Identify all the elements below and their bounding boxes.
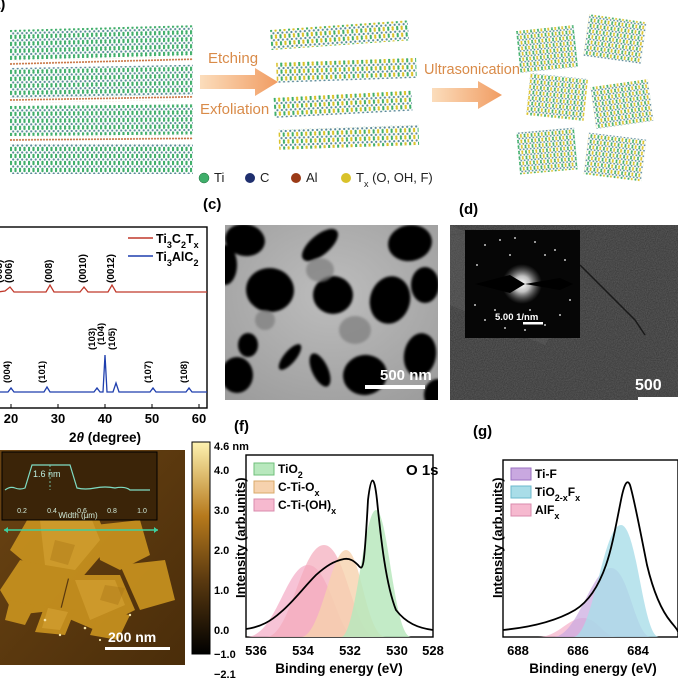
svg-text:5.00 1/nm: 5.00 1/nm <box>495 312 538 323</box>
svg-text:Ultrasonication: Ultrasonication <box>424 62 520 78</box>
svg-text:Ti-F: Ti-F <box>535 467 557 481</box>
svg-text:−2.1: −2.1 <box>214 669 236 679</box>
svg-text:(101): (101) <box>37 361 48 383</box>
svg-text:4.6 nm: 4.6 nm <box>214 441 249 453</box>
svg-text:1.0: 1.0 <box>137 508 147 515</box>
svg-text:60: 60 <box>192 411 206 426</box>
svg-text:(107): (107) <box>143 361 154 383</box>
svg-text:528: 528 <box>422 643 444 658</box>
svg-text:3.0: 3.0 <box>214 505 229 517</box>
svg-text:1.6 nm: 1.6 nm <box>33 469 61 479</box>
svg-text:(006): (006) <box>4 260 15 283</box>
svg-text:0.0: 0.0 <box>214 625 229 637</box>
svg-text:−1.0: −1.0 <box>214 649 236 661</box>
svg-text:(108): (108) <box>179 361 190 383</box>
svg-text:C: C <box>260 170 269 185</box>
svg-text:2.0: 2.0 <box>214 545 229 557</box>
svg-text:Binding energy (eV): Binding energy (eV) <box>529 661 657 676</box>
svg-text:Ti: Ti <box>214 170 224 185</box>
svg-text:Tx (O, OH, F): Tx (O, OH, F) <box>356 170 433 189</box>
svg-text:688: 688 <box>507 643 529 658</box>
svg-text:40: 40 <box>98 411 112 426</box>
svg-text:(004): (004) <box>2 361 13 383</box>
svg-text:30: 30 <box>51 411 65 426</box>
svg-text:4.0: 4.0 <box>214 465 229 477</box>
svg-text:0.2: 0.2 <box>17 508 27 515</box>
svg-text:532: 532 <box>339 643 361 658</box>
svg-text:(0012): (0012) <box>106 254 117 283</box>
svg-text:530: 530 <box>386 643 408 658</box>
svg-text:(105): (105) <box>107 328 118 350</box>
svg-text:536: 536 <box>245 643 267 658</box>
svg-text:Exfoliation: Exfoliation <box>200 101 269 118</box>
svg-text:500: 500 <box>635 377 662 394</box>
svg-text:684: 684 <box>627 643 649 658</box>
svg-text:0.8: 0.8 <box>107 508 117 515</box>
svg-text:Binding energy (eV): Binding energy (eV) <box>275 661 403 676</box>
svg-text:O 1s: O 1s <box>406 462 439 479</box>
svg-text:50: 50 <box>145 411 159 426</box>
svg-text:500 nm: 500 nm <box>380 367 432 384</box>
svg-text:20: 20 <box>4 411 18 426</box>
svg-text:Al: Al <box>306 170 318 185</box>
svg-text:534: 534 <box>292 643 314 658</box>
svg-text:Width (µm): Width (µm) <box>58 511 98 520</box>
svg-text:686: 686 <box>567 643 589 658</box>
svg-text:(008): (008) <box>44 260 55 283</box>
svg-text:Etching: Etching <box>208 50 258 67</box>
svg-text:0.4: 0.4 <box>47 508 57 515</box>
svg-text:2θ (degree): 2θ (degree) <box>69 430 141 445</box>
svg-text:(0010): (0010) <box>78 254 89 283</box>
svg-text:200 nm: 200 nm <box>108 629 156 645</box>
svg-text:1.0: 1.0 <box>214 585 229 597</box>
svg-text:(104): (104) <box>96 323 107 345</box>
